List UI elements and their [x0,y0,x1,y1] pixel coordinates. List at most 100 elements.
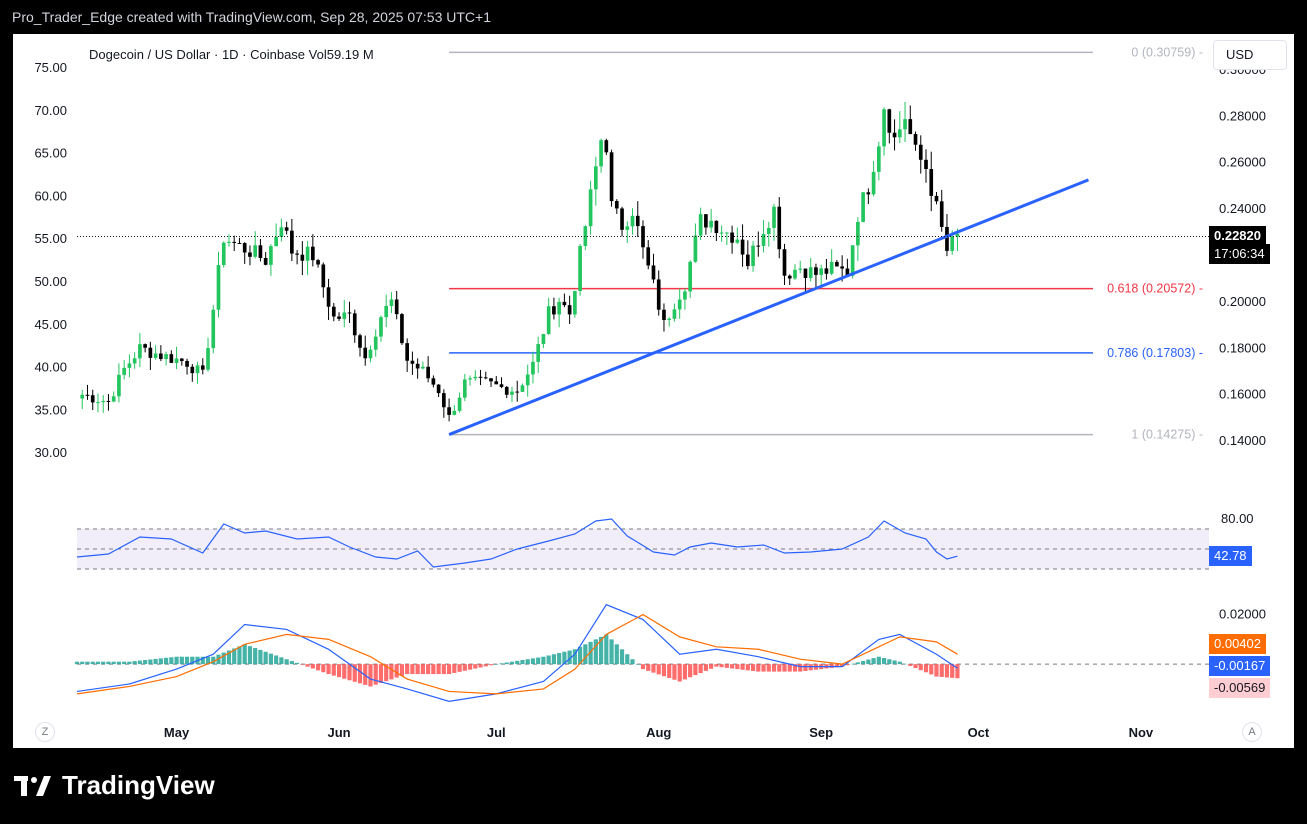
candle [766,221,771,247]
macd-histogram-bar [750,664,756,671]
macd-histogram-bar [934,664,939,677]
macd-histogram-bar [530,658,536,665]
candle [483,371,488,380]
candle [227,234,231,247]
macd-histogram-bar [887,659,892,665]
auto-scale-left-button[interactable]: Z [35,722,55,742]
candle [300,241,305,276]
macd-histogram-bar [446,664,452,675]
macd-histogram-bar [174,656,179,665]
candle [583,225,588,250]
macd-histogram-bar [578,646,583,665]
macd-histogram-bar [184,656,190,665]
left-axis-tick: 30.00 [34,445,67,460]
candle [903,101,907,142]
candle [106,393,111,411]
candle [541,333,546,348]
macd-histogram-bar [399,664,405,676]
candle [373,329,378,357]
candle [394,290,399,320]
candle [845,258,850,276]
current-price-tag: 0.22820 [1209,226,1266,247]
candle [531,351,535,384]
currency-button[interactable]: USD [1213,40,1287,70]
macd-histogram-bar [363,664,368,685]
auto-scale-right-button[interactable]: A [1242,722,1262,742]
macd-histogram-bar [200,656,205,665]
macd-histogram-bar [295,662,300,665]
left-axis-tick: 55.00 [34,231,67,246]
candle [310,234,315,267]
candle [426,356,430,383]
candle [117,363,121,403]
macd-histogram-bar [845,664,850,666]
x-axis-tick: Jul [487,725,506,740]
left-axis-tick: 60.00 [34,188,67,203]
macd-histogram-bar [640,664,646,670]
macd-histogram-bar [536,657,541,665]
candle [138,332,142,368]
macd-histogram-bar [729,664,735,669]
candle [347,301,352,323]
macd-histogram-bar [803,664,808,671]
macd-histogram-bar [488,664,494,666]
histogram-value-tag: -0.00569 [1209,678,1271,699]
candle [871,160,876,197]
macd-histogram-bar [866,659,871,665]
macd-histogram-bar [672,664,677,680]
rsi-band [77,529,1209,569]
macd-histogram-bar [698,664,703,674]
candle [693,223,698,263]
candle [719,225,724,242]
macd-histogram-bar [274,655,279,665]
macd-histogram-bar [137,660,142,665]
candle [725,232,729,246]
macd-histogram-bar [284,659,289,665]
macd-histogram-bar [305,664,310,667]
candle [368,345,373,363]
macd-histogram-bar [557,653,562,665]
candle [677,288,682,319]
signal-line [76,613,958,695]
chart-canvas[interactable]: 0 (0.30759) - 0.618 (0.20572) - 0.786 (0.1… [13,34,1294,748]
candle [316,258,320,268]
macd-histogram-bar [357,664,363,684]
macd-histogram-bar [431,664,436,675]
candle [389,292,394,314]
chart-panel[interactable]: 0 (0.30759) - 0.618 (0.20572) - 0.786 (0.1… [13,34,1294,748]
candle [379,315,383,342]
macd-histogram-bar [158,658,163,665]
candle [499,377,504,389]
macd-histogram-bar [515,660,520,665]
macd-histogram-bar [703,664,708,671]
macd-histogram-bar [452,664,457,673]
macd-histogram-bar [740,664,745,670]
candle [504,385,509,399]
symbol-legend: Dogecoin / US Dollar · 1D · Coinbase Vol… [89,47,374,62]
macd-histogram-bar [405,664,410,675]
x-axis-tick: Jun [327,725,350,740]
macd-histogram-bar [221,652,226,665]
macd-histogram-bar [808,664,813,671]
candle [567,295,572,324]
candle [200,358,205,375]
right-axis-tick: 0.18000 [1219,340,1266,355]
candle [546,297,551,335]
macd-histogram-bar [551,654,557,665]
watermark-header: Pro_Trader_Edge created with TradingView… [12,9,492,25]
macd-histogram-bar [667,664,672,678]
candle [494,376,499,385]
right-axis-tick: 0.16000 [1219,387,1266,402]
candle [897,111,902,144]
candle [808,257,813,282]
macd-histogram-bar [300,664,305,665]
macd-histogram-bar [766,664,771,672]
macd-histogram-bar [247,646,253,665]
candle [730,225,734,254]
macd-histogram-bar [682,664,688,680]
candle [745,240,750,270]
candle [536,336,541,373]
macd-histogram-bar [494,664,499,665]
right-axis-tick: 0.26000 [1219,155,1266,170]
macd-histogram-bar [268,653,274,665]
